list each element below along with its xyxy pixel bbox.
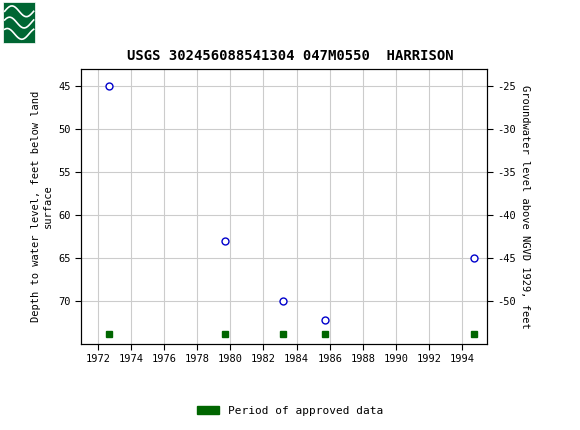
Bar (3, 2, 35, 43)
Bar (3, 2, 78, 43)
Y-axis label: Depth to water level, feet below land
surface: Depth to water level, feet below land su… (31, 91, 53, 322)
Text: USGS 302456088541304 047M0550  HARRISON: USGS 302456088541304 047M0550 HARRISON (126, 49, 454, 63)
Text: USGS: USGS (38, 14, 93, 31)
Legend: Period of approved data: Period of approved data (193, 401, 387, 420)
Y-axis label: Groundwater level above NGVD 1929, feet: Groundwater level above NGVD 1929, feet (520, 85, 530, 328)
